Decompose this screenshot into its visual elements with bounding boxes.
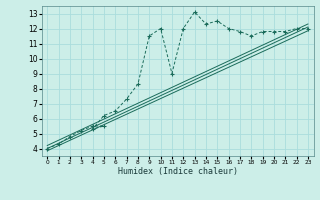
X-axis label: Humidex (Indice chaleur): Humidex (Indice chaleur) <box>118 167 237 176</box>
